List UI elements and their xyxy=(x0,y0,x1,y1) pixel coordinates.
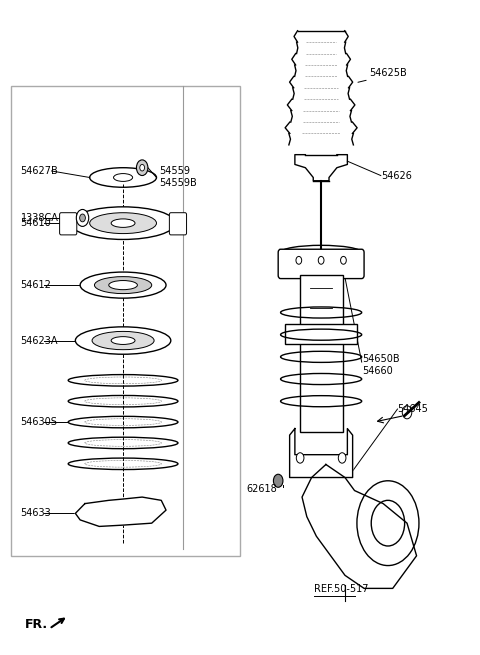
Polygon shape xyxy=(289,428,353,477)
Circle shape xyxy=(338,453,346,463)
Ellipse shape xyxy=(71,207,176,240)
Text: 54650B: 54650B xyxy=(362,354,399,364)
Circle shape xyxy=(80,214,85,222)
FancyBboxPatch shape xyxy=(278,250,364,278)
Text: 54559B: 54559B xyxy=(159,178,197,188)
Ellipse shape xyxy=(95,276,152,293)
Ellipse shape xyxy=(75,327,171,354)
Ellipse shape xyxy=(90,213,156,234)
Ellipse shape xyxy=(111,337,135,345)
Circle shape xyxy=(296,453,304,463)
Text: 62618: 62618 xyxy=(246,483,277,494)
Text: 54645: 54645 xyxy=(397,404,428,414)
Circle shape xyxy=(274,474,283,487)
Text: 54633: 54633 xyxy=(21,508,51,518)
FancyBboxPatch shape xyxy=(60,213,77,235)
Circle shape xyxy=(140,164,144,171)
Bar xyxy=(285,324,357,344)
Ellipse shape xyxy=(111,219,135,227)
Text: 54626: 54626 xyxy=(381,170,412,181)
Text: 54630S: 54630S xyxy=(21,417,57,427)
Bar xyxy=(11,86,240,556)
Polygon shape xyxy=(75,497,166,527)
Text: 54623A: 54623A xyxy=(21,335,58,346)
Ellipse shape xyxy=(80,272,166,298)
Text: 54627B: 54627B xyxy=(21,166,58,176)
Text: 54559: 54559 xyxy=(159,166,190,176)
FancyBboxPatch shape xyxy=(169,213,187,235)
Text: 54660: 54660 xyxy=(362,366,393,376)
Circle shape xyxy=(136,160,148,176)
Polygon shape xyxy=(302,464,417,588)
Text: 54625B: 54625B xyxy=(369,68,407,78)
Text: 54610: 54610 xyxy=(21,218,51,228)
Text: REF.50-517: REF.50-517 xyxy=(314,584,369,593)
Ellipse shape xyxy=(92,331,154,350)
Circle shape xyxy=(76,210,89,227)
Text: FR.: FR. xyxy=(25,618,48,631)
Ellipse shape xyxy=(109,280,137,290)
Text: 1338CA: 1338CA xyxy=(21,213,59,223)
Text: 54612: 54612 xyxy=(21,280,51,290)
Bar xyxy=(300,275,343,432)
